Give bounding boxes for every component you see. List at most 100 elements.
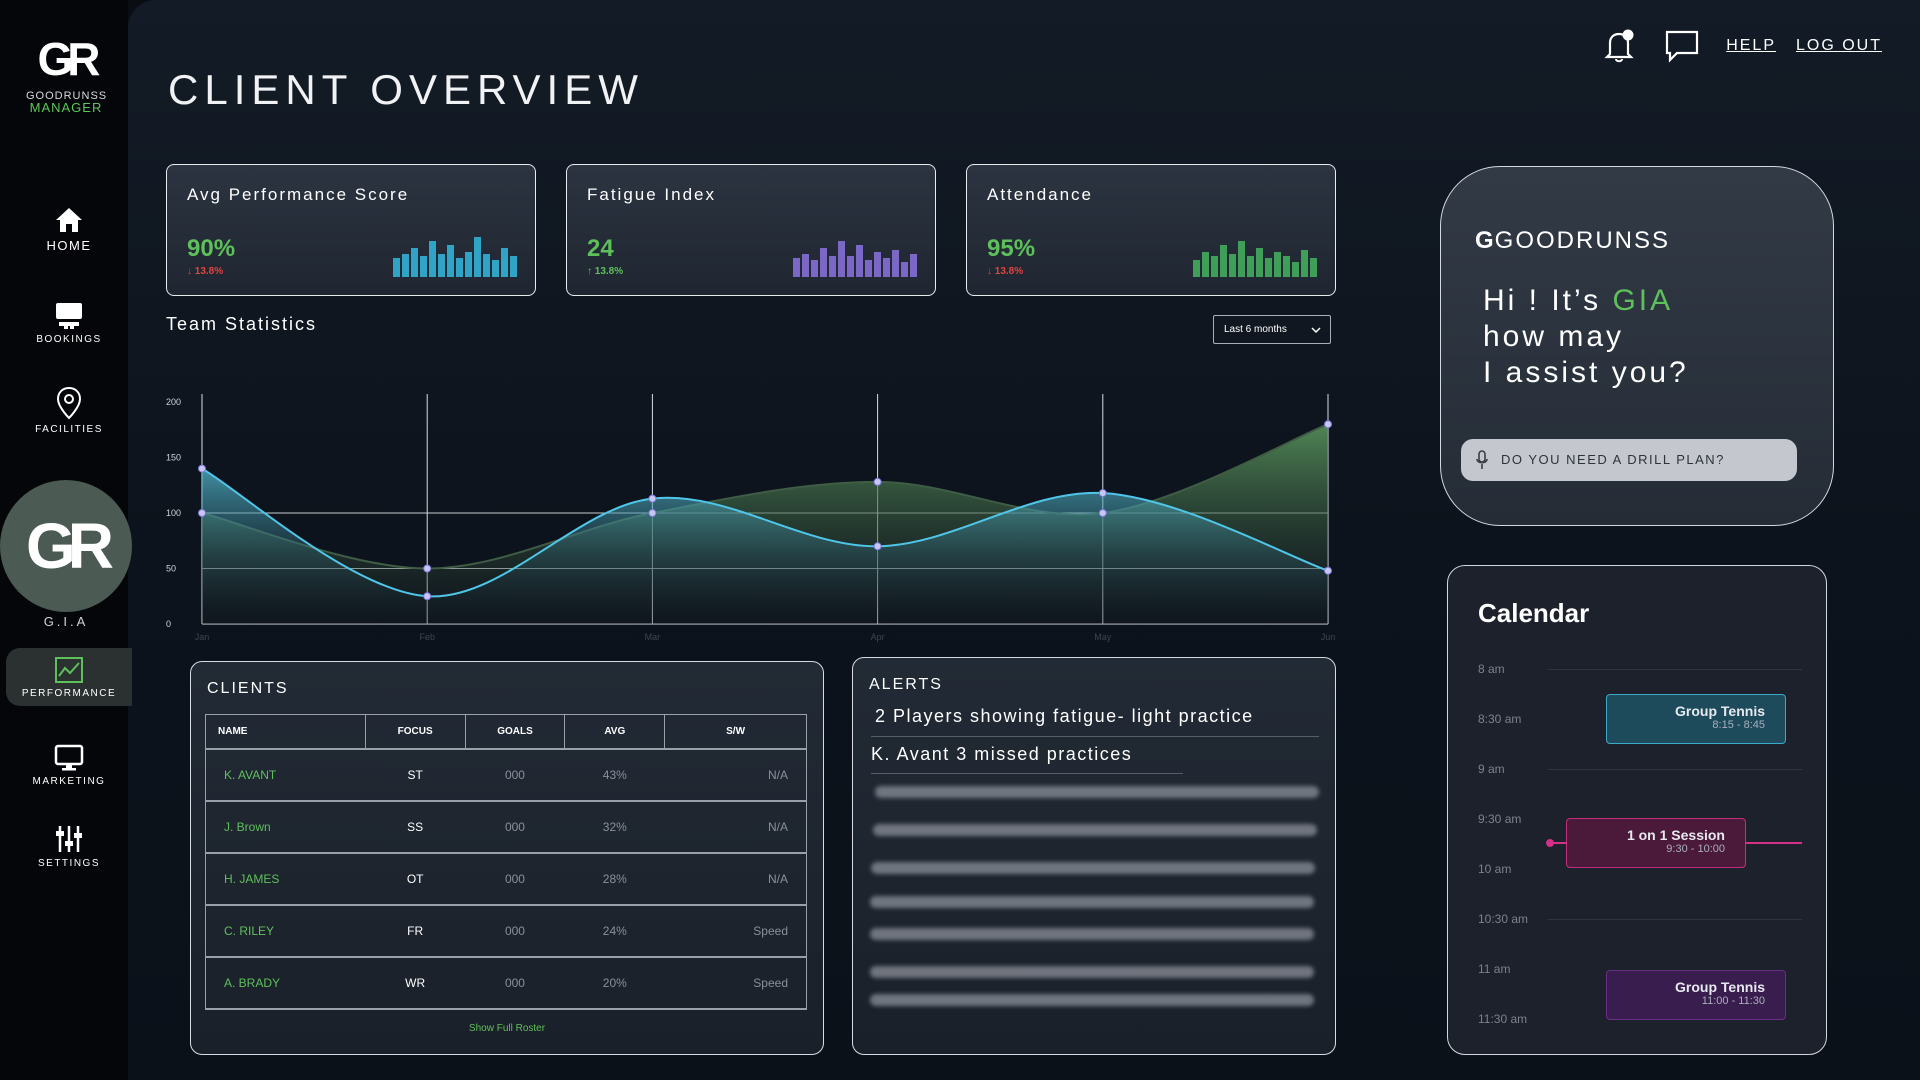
- sparkbar: [1247, 256, 1254, 277]
- clients-title: CLIENTS: [207, 680, 289, 697]
- top-bar: HELP LOG OUT: [1602, 28, 1882, 64]
- nav-facilities-label: FACILITIES: [35, 424, 103, 435]
- client-avg: 20%: [564, 955, 665, 1010]
- nav-home-label: HOME: [46, 238, 92, 253]
- sliders-icon: [56, 826, 82, 852]
- time-label: 10:30 am: [1478, 912, 1529, 926]
- microphone-icon[interactable]: [1475, 450, 1489, 470]
- sparkbar: [420, 256, 427, 277]
- data-point: [198, 509, 206, 517]
- sparkbar: [465, 252, 472, 277]
- y-tick-label: 0: [166, 619, 171, 629]
- sparkbar: [1283, 256, 1290, 277]
- range-select[interactable]: Last 6 months: [1213, 315, 1331, 344]
- col-avg: AVG: [564, 714, 666, 750]
- sparkbar: [411, 248, 418, 277]
- gia-button[interactable]: GR: [0, 480, 132, 612]
- sparkbar: [1193, 260, 1200, 277]
- metric-title: Fatigue Index: [587, 185, 717, 204]
- client-name[interactable]: K. AVANT: [205, 747, 366, 801]
- metric-card-attendance[interactable]: Attendance 95% ↓ 13.8%: [966, 164, 1336, 296]
- bookings-icon: [56, 303, 82, 329]
- table-row[interactable]: H. JAMES OT 000 28% N/A: [205, 851, 807, 905]
- table-row[interactable]: C. RILEY FR 000 24% Speed: [205, 903, 807, 957]
- client-sw: N/A: [664, 747, 807, 801]
- client-focus: OT: [365, 851, 466, 905]
- calendar-event[interactable]: Group Tennis 8:15 - 8:45: [1606, 694, 1786, 744]
- sparkbar: [1301, 250, 1308, 277]
- time-label: 9:30 am: [1478, 812, 1522, 826]
- chat-icon[interactable]: [1664, 28, 1700, 64]
- sparkbar: [1310, 258, 1317, 277]
- client-sw: N/A: [664, 851, 807, 905]
- nav-bookings[interactable]: BOOKINGS: [0, 300, 138, 345]
- chart-svg: 0 50 100 150 200 Jan Feb Mar Apr May Jun: [166, 394, 1335, 642]
- sparkbar: [838, 241, 845, 277]
- client-goals: 000: [465, 903, 565, 957]
- sparkbar: [492, 260, 499, 277]
- client-sw: Speed: [664, 903, 807, 957]
- brand-logo[interactable]: GR GOODRUNSS MANAGER: [26, 36, 106, 114]
- time-label: 10 am: [1478, 862, 1512, 876]
- client-name[interactable]: A. BRADY: [205, 955, 366, 1010]
- client-focus: SS: [365, 799, 466, 853]
- client-name[interactable]: H. JAMES: [205, 851, 366, 905]
- sparkbar: [802, 254, 809, 277]
- nav-facilities[interactable]: FACILITIES: [0, 386, 138, 435]
- gia-brand-text: GOODRUNSS: [1494, 227, 1671, 254]
- show-full-roster-link[interactable]: Show Full Roster: [468, 1023, 546, 1034]
- sparkbar: [1202, 252, 1209, 277]
- sparkbar: [510, 256, 517, 277]
- metric-delta-value: 13.8%: [194, 266, 224, 277]
- clients-table: NAME FOCUS GOALS AVG S/W K. AVANT ST 000…: [205, 714, 807, 1010]
- nav-marketing[interactable]: MARKETING: [0, 744, 138, 787]
- data-point: [873, 477, 882, 486]
- col-goals: GOALS: [464, 714, 566, 750]
- calendar-event[interactable]: Group Tennis 11:00 - 11:30: [1606, 970, 1786, 1020]
- client-avg: 32%: [564, 799, 665, 853]
- calendar-event[interactable]: 1 on 1 Session 9:30 - 10:00: [1566, 818, 1746, 868]
- table-row[interactable]: A. BRADY WR 000 20% Speed: [205, 955, 807, 1010]
- event-title: Group Tennis: [1675, 703, 1765, 719]
- metric-value: 90%: [187, 235, 236, 262]
- gia-greeting: Hi ! It’s GIA how may I assist you?: [1483, 283, 1689, 391]
- nav-performance[interactable]: PERFORMANCE: [0, 656, 138, 699]
- placeholder-bar: [875, 786, 1319, 798]
- metric-card-performance[interactable]: Avg Performance Score 90% ↓ 13.8%: [166, 164, 536, 296]
- placeholder-bar: [873, 824, 1317, 836]
- client-name[interactable]: J. Brown: [205, 799, 366, 853]
- table-row[interactable]: J. Brown SS 000 32% N/A: [205, 799, 807, 853]
- client-name[interactable]: C. RILEY: [205, 903, 366, 957]
- metric-value: 95%: [987, 235, 1036, 262]
- sparkbar: [456, 258, 463, 277]
- sparkbar: [865, 260, 872, 277]
- arrow-down-icon: ↓: [187, 266, 192, 277]
- time-label: 8:30 am: [1478, 712, 1522, 726]
- sparkbar: [393, 258, 400, 277]
- table-row[interactable]: K. AVANT ST 000 43% N/A: [205, 747, 807, 801]
- y-tick-label: 100: [166, 508, 181, 518]
- placeholder-bar: [870, 966, 1314, 978]
- metric-card-fatigue[interactable]: Fatigue Index 24 ↑ 13.8%: [566, 164, 936, 296]
- time-label: 9 am: [1478, 762, 1505, 776]
- metric-delta-value: 13.8%: [594, 266, 624, 277]
- sparkbar: [483, 254, 490, 277]
- nav-settings[interactable]: SETTINGS: [0, 824, 138, 869]
- sparkbar: [1292, 262, 1299, 277]
- client-goals: 000: [465, 955, 565, 1010]
- client-avg: 43%: [564, 747, 665, 801]
- client-focus: ST: [365, 747, 466, 801]
- col-sw: S/W: [664, 714, 807, 750]
- help-link[interactable]: HELP: [1726, 37, 1776, 54]
- logout-link[interactable]: LOG OUT: [1795, 37, 1882, 54]
- alert-item[interactable]: K. Avant 3 missed practices: [871, 744, 1133, 764]
- gia-prompt-input[interactable]: DO YOU NEED A DRILL PLAN?: [1461, 439, 1797, 481]
- nav-home[interactable]: HOME: [0, 206, 138, 253]
- client-sw: N/A: [664, 799, 807, 853]
- nav-settings-label: SETTINGS: [37, 858, 100, 869]
- table-header-row: NAME FOCUS GOALS AVG S/W: [205, 714, 807, 750]
- sparkbar: [1256, 248, 1263, 277]
- gia-logo-mark: GR: [26, 510, 114, 582]
- alert-item[interactable]: 2 Players showing fatigue- light practic…: [875, 706, 1254, 726]
- bell-icon[interactable]: [1602, 28, 1636, 64]
